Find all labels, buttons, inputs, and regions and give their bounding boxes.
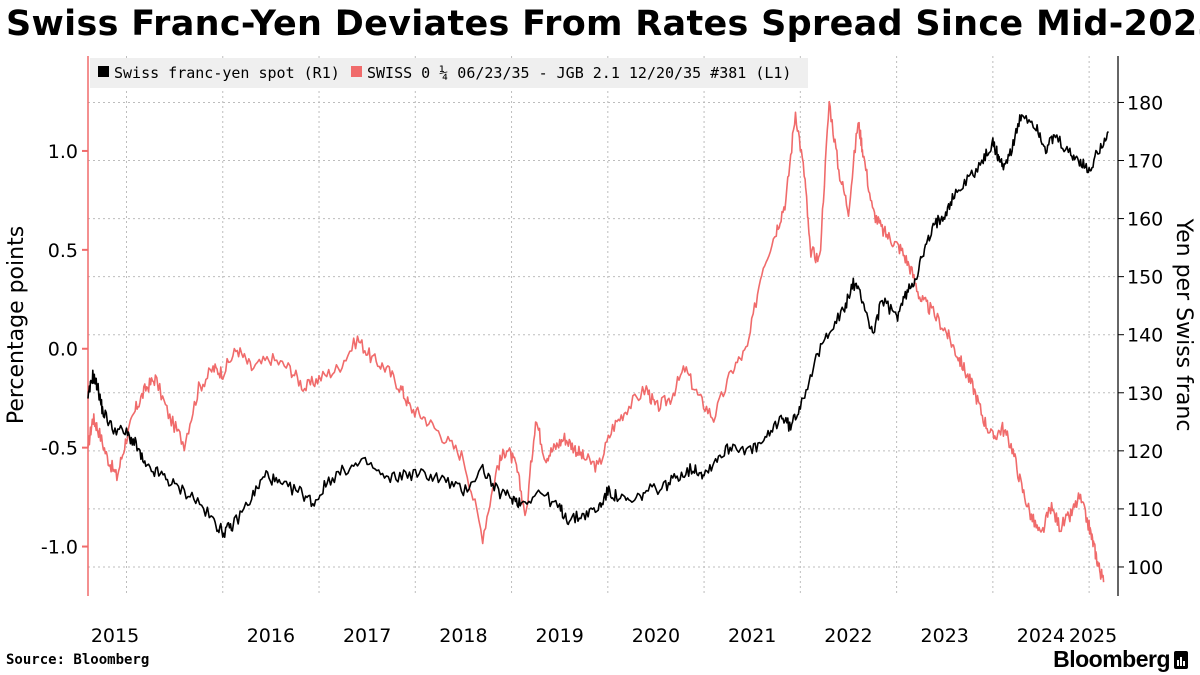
spread-series-line <box>87 100 1105 583</box>
plot-area <box>88 56 1118 596</box>
x-tick-label: 2016 <box>247 625 295 647</box>
left-tick-label: 1.0 <box>48 141 78 163</box>
right-tick-label: 120 <box>1127 441 1163 463</box>
bloomberg-logo: Bloomberg <box>1053 646 1188 673</box>
right-tick-label: 150 <box>1127 267 1163 289</box>
x-tick-label: 2024 <box>1017 625 1065 647</box>
x-tick-label: 2023 <box>921 625 969 647</box>
spot-series-line <box>87 114 1110 538</box>
x-tick-label: 2020 <box>632 625 680 647</box>
brand-name: Bloomberg <box>1053 646 1170 672</box>
left-tick-label: -1.0 <box>41 537 78 559</box>
right-axis-title: Yen per Swiss franc <box>1171 218 1196 432</box>
legend-swatch-spread <box>351 66 362 77</box>
legend-background <box>90 58 808 88</box>
source-note: Source: Bloomberg <box>6 652 150 668</box>
right-tick-label: 160 <box>1127 209 1163 231</box>
x-tick-label: 2019 <box>536 625 584 647</box>
x-tick-label: 2021 <box>728 625 776 647</box>
right-tick-label: 130 <box>1127 383 1163 405</box>
series-lines <box>87 100 1110 583</box>
x-tick-label: 2022 <box>824 625 872 647</box>
left-axis-title: Percentage points <box>4 226 29 424</box>
right-tick-label: 100 <box>1127 557 1163 579</box>
x-tick-label: 2025 <box>1069 625 1117 647</box>
left-tick-label: 0.0 <box>48 339 78 361</box>
right-tick-label: 110 <box>1127 499 1163 521</box>
x-tick-label: 2015 <box>91 625 139 647</box>
x-tick-label: 2018 <box>439 625 487 647</box>
left-tick-label: -0.5 <box>41 438 78 460</box>
legend-label-spot: Swiss franc-yen spot (R1) <box>114 64 340 82</box>
right-tick-label: 140 <box>1127 325 1163 347</box>
right-tick-label: 180 <box>1127 92 1163 114</box>
right-tick-label: 170 <box>1127 151 1163 173</box>
x-tick-label: 2017 <box>343 625 391 647</box>
legend-swatch-spot <box>98 66 109 77</box>
chart-title: Swiss Franc-Yen Deviates From Rates Spre… <box>6 4 1200 44</box>
axes: 2015 2016 2017 2018 2019 2020 2021 2022 2023 2024… <box>41 56 1163 647</box>
left-tick-label: 0.5 <box>48 240 78 262</box>
legend-label-spread: SWISS 0 ¼ 06/23/35 - JGB 2.1 12/20/35 #3… <box>367 64 791 82</box>
legend: Swiss franc-yen spot (R1) SWISS 0 ¼ 06/2… <box>90 58 808 88</box>
bar-chart-icon <box>1174 650 1188 669</box>
